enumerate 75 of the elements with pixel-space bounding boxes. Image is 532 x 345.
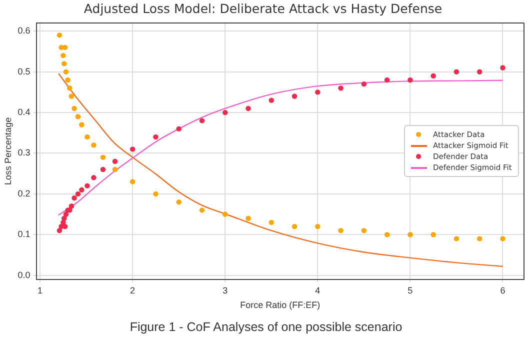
point — [268, 220, 274, 226]
point — [68, 204, 74, 209]
x-axis-title: Force Ratio (FF:EF) — [240, 300, 320, 310]
point — [292, 94, 298, 99]
point — [63, 69, 69, 74]
point — [476, 236, 482, 242]
point — [408, 232, 413, 238]
point — [91, 142, 96, 148]
point — [79, 122, 84, 128]
point — [79, 187, 84, 192]
point — [292, 224, 298, 230]
point — [100, 166, 106, 172]
point — [454, 69, 460, 74]
point — [500, 65, 506, 70]
x-tick-label: 3 — [222, 285, 228, 296]
point — [61, 216, 67, 221]
point — [315, 90, 320, 95]
point — [65, 77, 70, 83]
point — [91, 175, 96, 180]
y-tick-label: 0.1 — [18, 229, 30, 240]
x-tick-label: 2 — [130, 285, 136, 296]
point — [56, 228, 62, 234]
y-tick-label: 0.5 — [18, 66, 30, 76]
point — [84, 183, 90, 188]
point — [100, 154, 106, 160]
y-tick-label: 0.2 — [18, 188, 30, 198]
x-tick-label: 1 — [38, 285, 43, 296]
point — [222, 212, 228, 217]
point — [153, 134, 158, 140]
point — [384, 232, 390, 238]
point — [130, 179, 136, 184]
point — [68, 94, 74, 99]
x-tick-label: 5 — [408, 285, 413, 296]
point — [75, 114, 81, 120]
chart-title: Adjusted Loss Model: Deliberate Attack vs Hasty Defense — [84, 0, 442, 16]
point — [408, 77, 413, 83]
y-tick-label: 0.0 — [18, 270, 30, 280]
x-tick-label: 6 — [500, 285, 506, 296]
point — [72, 195, 77, 201]
point — [246, 216, 251, 221]
point — [361, 81, 367, 87]
y-tick-label: 0.3 — [18, 148, 30, 158]
point — [56, 32, 62, 38]
y-tick-label: 0.6 — [18, 26, 30, 36]
point — [153, 191, 158, 197]
point — [430, 73, 436, 79]
point — [246, 106, 251, 112]
point — [130, 146, 136, 152]
point — [430, 232, 436, 238]
point — [384, 77, 390, 83]
y-axis-title: Loss Percentage — [2, 117, 13, 185]
point — [199, 118, 205, 124]
point — [222, 110, 228, 116]
point — [75, 191, 81, 197]
point — [338, 86, 344, 91]
point — [112, 158, 118, 164]
point — [176, 199, 182, 205]
point — [315, 224, 320, 230]
point — [268, 98, 274, 103]
point — [338, 228, 344, 234]
point — [60, 52, 66, 58]
point — [61, 61, 67, 66]
point — [176, 126, 182, 132]
caption: Figure 1 - CoF Analyses of one possible scenario — [128, 320, 404, 334]
point — [476, 69, 482, 74]
y-tick-label: 0.4 — [18, 107, 30, 118]
point — [500, 236, 506, 242]
x-tick-label: 4 — [315, 285, 320, 296]
point — [454, 236, 460, 242]
point — [84, 134, 90, 140]
point — [67, 86, 72, 91]
point — [112, 166, 118, 172]
point — [72, 106, 77, 112]
point — [199, 208, 205, 213]
point — [361, 228, 367, 234]
